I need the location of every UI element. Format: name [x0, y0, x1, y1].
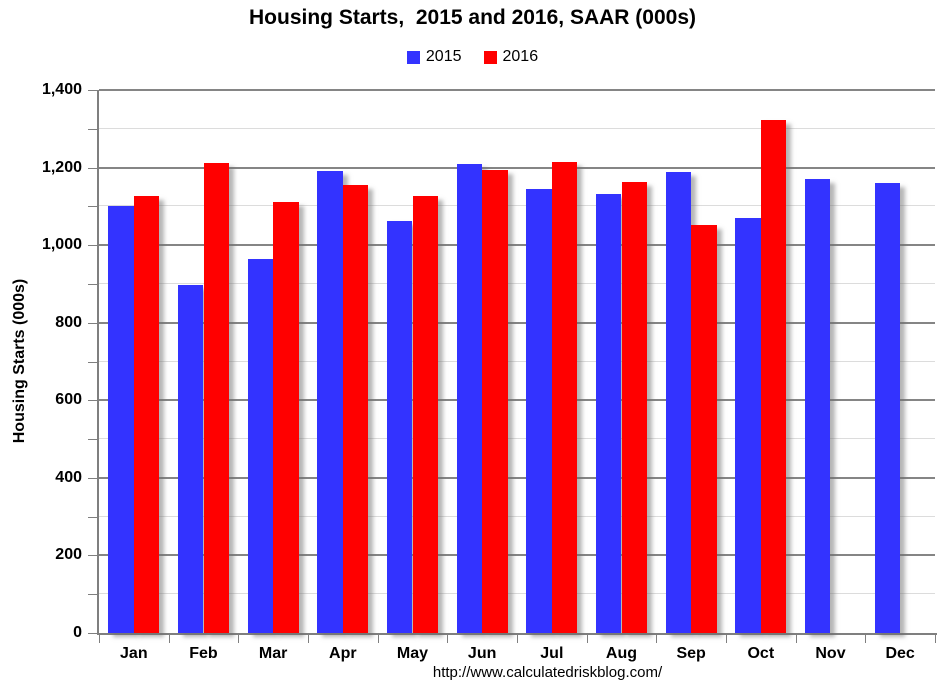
gridline-1400 — [99, 89, 935, 91]
gridline-300 — [99, 515, 935, 517]
gridline-900 — [99, 282, 935, 284]
x-tick-7 — [586, 635, 588, 643]
x-label-mar: Mar — [258, 645, 288, 662]
gridline-1000 — [99, 244, 935, 247]
legend-swatch-2015 — [406, 50, 420, 64]
bar-2016-may — [412, 195, 438, 633]
bar-2016-jun — [482, 170, 508, 633]
y-tick-700 — [88, 361, 98, 363]
x-label-jan: Jan — [120, 645, 148, 662]
y-tick-1200 — [88, 167, 98, 169]
y-tick-100 — [88, 594, 98, 596]
y-tick-600 — [88, 400, 98, 402]
x-tick-11 — [865, 635, 867, 643]
gridline-1100 — [99, 205, 935, 207]
source-url: http://www.calculatedriskblog.com/ — [432, 664, 663, 681]
bar-2015-apr — [317, 171, 343, 633]
bar-2016-jan — [133, 195, 160, 633]
bar-2016-feb — [203, 162, 229, 633]
y-tick-800 — [88, 322, 98, 324]
gridline-200 — [99, 554, 935, 557]
y-tick-label-1400: 1,400 — [41, 81, 82, 98]
y-tick-label-600: 600 — [55, 391, 82, 409]
y-tick-300 — [88, 516, 98, 518]
bar-2016-jul — [551, 161, 578, 633]
y-tick-label-200: 200 — [55, 546, 82, 564]
y-tick-1400 — [88, 90, 98, 91]
x-label-oct: Oct — [747, 645, 775, 662]
y-tick-label-800: 800 — [55, 313, 82, 331]
chart-title: Housing Starts, 2015 and 2016, SAAR (000… — [249, 6, 696, 29]
bar-2015-mar — [247, 259, 274, 633]
bar-2016-aug — [621, 182, 647, 633]
x-label-jun: Jun — [467, 645, 497, 662]
x-label-jul: Jul — [540, 645, 564, 662]
bar-2015-may — [387, 221, 413, 633]
legend-label-2015: 2015 — [425, 48, 462, 65]
y-tick-900 — [88, 283, 98, 285]
x-tick-9 — [726, 635, 727, 643]
x-label-aug: Aug — [605, 645, 638, 662]
bar-2015-jul — [526, 188, 552, 633]
y-tick-200 — [88, 555, 98, 557]
y-tick-1100 — [88, 206, 98, 208]
y-tick-0 — [88, 633, 98, 634]
x-label-may: May — [396, 645, 429, 662]
bar-2015-feb — [178, 285, 204, 633]
bar-2015-aug — [596, 194, 622, 633]
y-tick-400 — [88, 477, 98, 479]
gridline-500 — [99, 438, 935, 440]
x-tick-2 — [238, 635, 240, 643]
x-tick-8 — [656, 635, 658, 643]
legend: 2015 2016 — [0, 48, 945, 66]
bar-2016-apr — [342, 185, 369, 633]
x-tick-12 — [935, 635, 936, 643]
gridline-700 — [99, 360, 935, 362]
x-tick-4 — [377, 635, 379, 643]
x-label-dec: Dec — [885, 645, 915, 662]
x-label-sep: Sep — [676, 645, 706, 662]
x-tick-6 — [517, 635, 518, 643]
y-tick-label-400: 400 — [55, 468, 82, 486]
plot-area — [99, 89, 935, 633]
x-label-apr: Apr — [329, 645, 357, 662]
bar-2015-nov — [805, 179, 831, 633]
bar-2016-oct — [760, 119, 787, 633]
y-axis-title: Housing Starts (000s) — [11, 278, 28, 444]
gridline-1200 — [99, 166, 935, 169]
legend-entry-2015: 2015 — [406, 48, 462, 66]
bar-2015-sep — [665, 172, 692, 633]
x-axis-line — [97, 633, 937, 635]
legend-entry-2016: 2016 — [483, 48, 539, 66]
x-tick-10 — [795, 635, 797, 643]
legend-swatch-2016 — [483, 50, 497, 64]
gridline-600 — [99, 399, 935, 402]
bar-2015-jun — [456, 163, 483, 633]
x-label-nov: Nov — [815, 645, 846, 662]
gridline-100 — [99, 593, 935, 595]
x-tick-5 — [447, 635, 449, 643]
y-tick-1300 — [88, 128, 98, 130]
y-tick-label-0: 0 — [73, 624, 82, 641]
legend-label-2016: 2016 — [502, 48, 539, 65]
y-tick-500 — [88, 439, 98, 441]
x-tick-1 — [168, 635, 170, 643]
y-tick-label-1200: 1,200 — [41, 158, 82, 176]
x-label-feb: Feb — [189, 645, 218, 662]
x-tick-0 — [99, 635, 100, 643]
bar-2016-mar — [273, 201, 299, 633]
bar-2015-oct — [735, 217, 761, 633]
gridline-1300 — [99, 127, 935, 129]
bar-2015-jan — [108, 205, 134, 633]
y-axis-line — [97, 90, 99, 635]
bar-2016-sep — [691, 224, 717, 633]
gridline-400 — [99, 476, 935, 479]
bar-2015-dec — [874, 183, 901, 633]
gridline-800 — [99, 321, 935, 324]
y-tick-1000 — [88, 245, 98, 247]
x-tick-3 — [308, 635, 309, 643]
y-tick-label-1000: 1,000 — [41, 236, 82, 254]
